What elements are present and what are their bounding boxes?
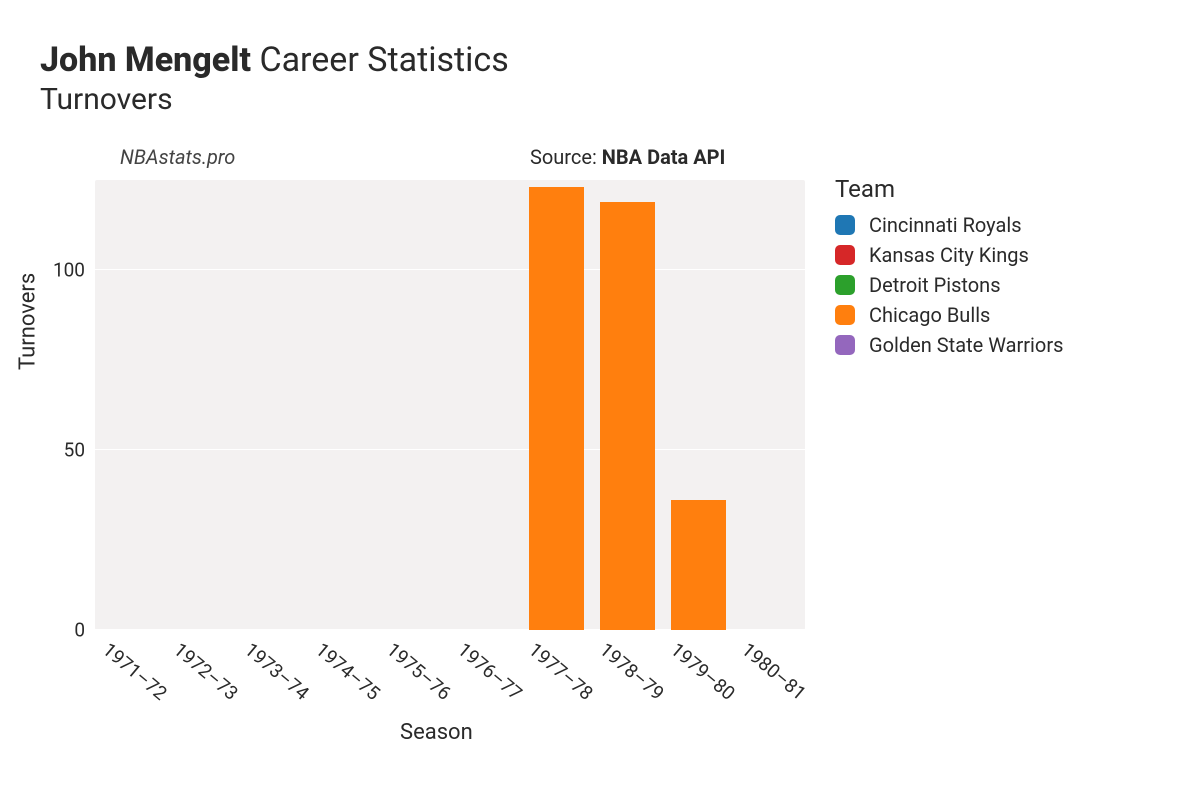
legend-item: Chicago Bulls bbox=[835, 303, 1063, 327]
chart-title: John Mengelt Career Statistics bbox=[40, 40, 1160, 80]
x-tick-label: 1974–75 bbox=[311, 638, 384, 705]
legend-title: Team bbox=[835, 175, 1063, 203]
legend-label: Detroit Pistons bbox=[869, 273, 1001, 297]
y-axis-label: Turnovers bbox=[16, 273, 41, 370]
legend-swatch bbox=[835, 245, 855, 265]
x-tick-label: 1980–81 bbox=[737, 638, 810, 705]
gridline bbox=[95, 449, 805, 450]
x-tick-label: 1971–72 bbox=[98, 638, 171, 705]
legend-swatch bbox=[835, 335, 855, 355]
x-tick-label: 1976–77 bbox=[453, 638, 526, 705]
title-suffix: Career Statistics bbox=[259, 40, 508, 80]
legend-item: Detroit Pistons bbox=[835, 273, 1063, 297]
x-tick-label: 1978–79 bbox=[595, 638, 668, 705]
gridline bbox=[95, 269, 805, 270]
bar bbox=[529, 187, 584, 630]
watermark: NBAstats.pro bbox=[120, 145, 235, 169]
x-tick-label: 1972–73 bbox=[169, 638, 242, 705]
legend-item: Cincinnati Royals bbox=[835, 213, 1063, 237]
plot-region: 0501001971–721972–731973–741974–751975–7… bbox=[95, 180, 805, 630]
y-tick-label: 0 bbox=[74, 619, 85, 642]
legend-label: Kansas City Kings bbox=[869, 243, 1029, 267]
chart-container: John Mengelt Career Statistics Turnovers… bbox=[0, 0, 1200, 800]
source-name: NBA Data API bbox=[602, 145, 726, 169]
x-tick-label: 1973–74 bbox=[240, 638, 313, 705]
x-tick-label: 1977–78 bbox=[524, 638, 597, 705]
legend-label: Golden State Warriors bbox=[869, 333, 1063, 357]
x-tick-label: 1979–80 bbox=[666, 638, 739, 705]
bar bbox=[671, 500, 726, 630]
x-axis-label: Season bbox=[400, 720, 473, 745]
legend-item: Kansas City Kings bbox=[835, 243, 1063, 267]
y-tick-label: 50 bbox=[64, 439, 85, 462]
legend-swatch bbox=[835, 215, 855, 235]
bar bbox=[600, 202, 655, 630]
chart-subtitle: Turnovers bbox=[40, 82, 1160, 117]
legend-swatch bbox=[835, 305, 855, 325]
source-label: Source: NBA Data API bbox=[530, 145, 725, 169]
title-block: John Mengelt Career Statistics Turnovers bbox=[40, 40, 1160, 117]
legend-label: Cincinnati Royals bbox=[869, 213, 1022, 237]
legend-item: Golden State Warriors bbox=[835, 333, 1063, 357]
legend: Team Cincinnati Royals Kansas City Kings D… bbox=[835, 175, 1063, 363]
source-prefix: Source: bbox=[530, 145, 602, 169]
y-tick-label: 100 bbox=[53, 259, 85, 282]
legend-swatch bbox=[835, 275, 855, 295]
x-tick-label: 1975–76 bbox=[382, 638, 455, 705]
legend-label: Chicago Bulls bbox=[869, 303, 990, 327]
player-name: John Mengelt bbox=[40, 40, 251, 80]
